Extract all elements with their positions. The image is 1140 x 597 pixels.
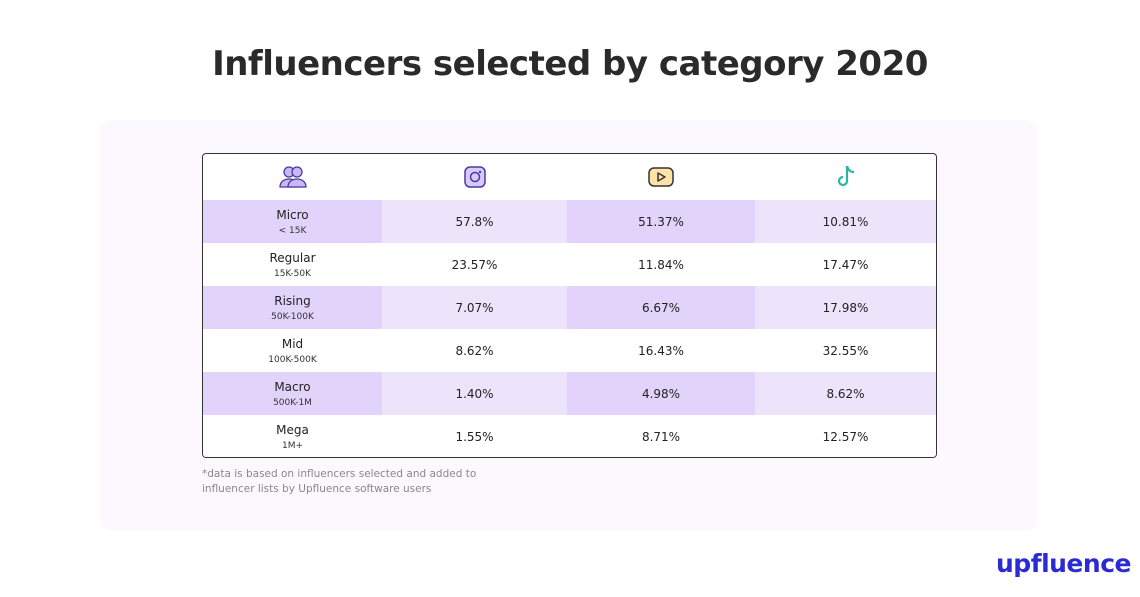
value-cell: 1.55%	[382, 415, 567, 457]
row-label: Micro < 15K	[203, 200, 382, 243]
logo: upfluence	[996, 549, 1131, 578]
table: Micro < 15K 57.8% 51.37% 10.81% Regular 15K-50…	[202, 153, 937, 458]
percentage: 7.07%	[455, 300, 494, 315]
percentage: 4.98%	[641, 386, 681, 401]
row-label: Mega 1M+	[203, 415, 382, 457]
value-cell: 17.98%	[755, 286, 936, 329]
category-range: < 15K	[278, 225, 307, 236]
percentage: 1.55%	[455, 429, 494, 444]
value-cell: 11.84%	[567, 243, 755, 286]
value-cell: 4.98%	[567, 372, 755, 415]
category-range: 100K-500K	[268, 354, 317, 365]
title: Influencers selected by category 2020	[212, 44, 928, 84]
category-range: 1M+	[281, 440, 304, 451]
category-name: Mega	[276, 422, 309, 437]
footnote-line: influencer lists by Upfluence software u…	[202, 483, 432, 495]
value-cell: 8.71%	[567, 415, 755, 457]
percentage: 6.67%	[641, 300, 681, 315]
category-range: 50K-100K	[271, 311, 314, 322]
percentage: 8.62%	[826, 386, 865, 401]
category-name: Macro	[274, 379, 311, 394]
percentage: 17.47%	[822, 257, 869, 272]
category-name: Regular	[269, 250, 316, 265]
value-cell: 7.07%	[382, 286, 567, 329]
percentage: 51.37%	[638, 214, 684, 229]
row-label: Rising 50K-100K	[203, 286, 382, 329]
value-cell: 32.55%	[755, 329, 936, 372]
value-cell: 8.62%	[382, 329, 567, 372]
percentage: 8.71%	[641, 429, 681, 444]
value-cell: 10.81%	[755, 200, 936, 243]
percentage: 12.57%	[822, 429, 869, 444]
people-icon	[203, 154, 382, 200]
youtube-icon	[567, 154, 755, 200]
category-name: Rising	[274, 293, 311, 308]
value-cell: 23.57%	[382, 243, 567, 286]
category-range: 15K-50K	[273, 268, 311, 279]
percentage: 1.40%	[455, 386, 494, 401]
category-name: Mid	[281, 336, 304, 351]
percentage: 10.81%	[822, 214, 869, 229]
value-cell: 1.40%	[382, 372, 567, 415]
category-name: Micro	[276, 207, 309, 222]
row-label: Regular 15K-50K	[203, 243, 382, 286]
percentage: 8.62%	[455, 343, 494, 358]
percentage: 57.8%	[455, 214, 494, 229]
value-cell: 12.57%	[755, 415, 936, 457]
percentage: 11.84%	[638, 257, 684, 272]
instagram-icon	[382, 154, 567, 200]
row-label: Mid 100K-500K	[203, 329, 382, 372]
value-cell: 57.8%	[382, 200, 567, 243]
category-range: 500K-1M	[273, 397, 312, 408]
percentage: 32.55%	[822, 343, 869, 358]
footnote-line: *data is based on influencers selected a…	[202, 468, 477, 480]
row-label: Macro 500K-1M	[203, 372, 382, 415]
value-cell: 16.43%	[567, 329, 755, 372]
value-cell: 51.37%	[567, 200, 755, 243]
percentage: 17.98%	[822, 300, 869, 315]
value-cell: 6.67%	[567, 286, 755, 329]
tiktok-icon	[755, 154, 936, 200]
value-cell: 8.62%	[755, 372, 936, 415]
value-cell: 17.47%	[755, 243, 936, 286]
percentage: 16.43%	[638, 343, 684, 358]
footnote: *data is based on influencers selected a…	[202, 467, 476, 497]
percentage: 23.57%	[451, 257, 498, 272]
